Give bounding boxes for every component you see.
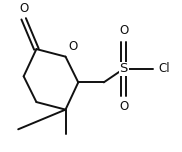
Text: O: O bbox=[119, 24, 128, 37]
Text: Cl: Cl bbox=[158, 62, 170, 75]
Text: O: O bbox=[119, 100, 128, 113]
Text: O: O bbox=[19, 2, 28, 15]
Text: S: S bbox=[120, 62, 128, 75]
Text: O: O bbox=[68, 40, 77, 53]
